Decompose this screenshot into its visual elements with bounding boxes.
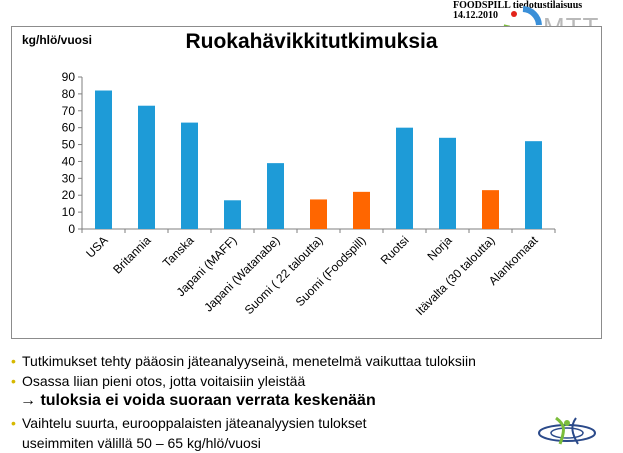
x-tick-label: Ruotsi: [378, 233, 412, 267]
x-tick-label: USA: [83, 233, 110, 260]
bullet-text: useimmiten välillä 50 – 65 kg/hlö/vuosi: [22, 435, 261, 451]
y-tick-label: 10: [62, 205, 76, 219]
bar: [267, 163, 284, 229]
bar: [224, 200, 241, 229]
y-tick-label: 80: [62, 87, 76, 101]
y-axis-unit-label: kg/hlö/vuosi: [22, 33, 93, 47]
conclusion-line: → tuloksia ei voida suoraan verrata kesk…: [20, 392, 376, 409]
y-tick-label: 40: [62, 154, 76, 168]
bullet-list: • Tutkimukset tehty pääosin jäteanalyyse…: [10, 351, 610, 453]
x-tick-label: Itävalta (30 taloutta): [413, 233, 498, 318]
y-tick-label: 20: [62, 188, 76, 202]
header-date: 14.12.2010: [453, 10, 498, 21]
y-tick-label: 70: [62, 104, 76, 118]
y-tick-label: 0: [68, 222, 75, 236]
bullet-item-continuation: useimmiten välillä 50 – 65 kg/hlö/vuosi: [10, 433, 610, 453]
bar: [482, 190, 499, 229]
bar: [439, 137, 456, 229]
bar: [353, 191, 370, 229]
bar: [396, 127, 413, 229]
x-tick-label: Norja: [424, 233, 454, 263]
bar: [525, 141, 542, 229]
bullet-dot-icon: •: [11, 353, 16, 369]
header-note: FOODSPILL tiedotustilaisuus 14.12.2010: [453, 1, 582, 21]
x-tick-label: Japani (Watanabe): [201, 233, 282, 314]
y-tick-label: 30: [62, 171, 76, 185]
bar: [138, 105, 155, 229]
x-tick-label: Britannia: [110, 233, 154, 277]
x-tick-label: Suomi ( 22 taloutta): [242, 233, 326, 317]
bar: [181, 122, 198, 229]
chart-title: Ruokahävikkitutkimuksia: [185, 30, 438, 53]
bar-chart: 0 10 20 30 40 50 60 70 80 90 USA Britannia TanskaJap…: [62, 70, 556, 318]
bullet-item: • Osassa liian pieni otos, jotta voitais…: [10, 371, 610, 391]
bullet-text: Osassa liian pieni otos, jotta voitaisii…: [22, 373, 306, 389]
y-tick-label: 60: [62, 121, 76, 135]
foodspill-logo-icon: [538, 416, 596, 445]
bullet-item: • Vaihtelu suurta, eurooppalaisten jätea…: [10, 413, 610, 433]
bar: [95, 90, 112, 229]
bar: [310, 199, 327, 229]
bullet-item: • Tutkimukset tehty pääosin jäteanalyyse…: [10, 351, 610, 371]
y-tick-label: 90: [62, 70, 76, 84]
header-org: FOODSPILL tiedotustilaisuus: [453, 0, 583, 11]
x-tick-label: Tanska: [160, 233, 197, 270]
bullet-dot-icon: •: [11, 373, 16, 389]
bullet-text: Vaihtelu suurta, eurooppalaisten jäteana…: [22, 415, 367, 431]
bullet-text: Tutkimukset tehty pääosin jäteanalyysein…: [22, 353, 476, 369]
bullet-dot-icon: •: [11, 415, 16, 431]
y-tick-label: 50: [62, 138, 76, 152]
